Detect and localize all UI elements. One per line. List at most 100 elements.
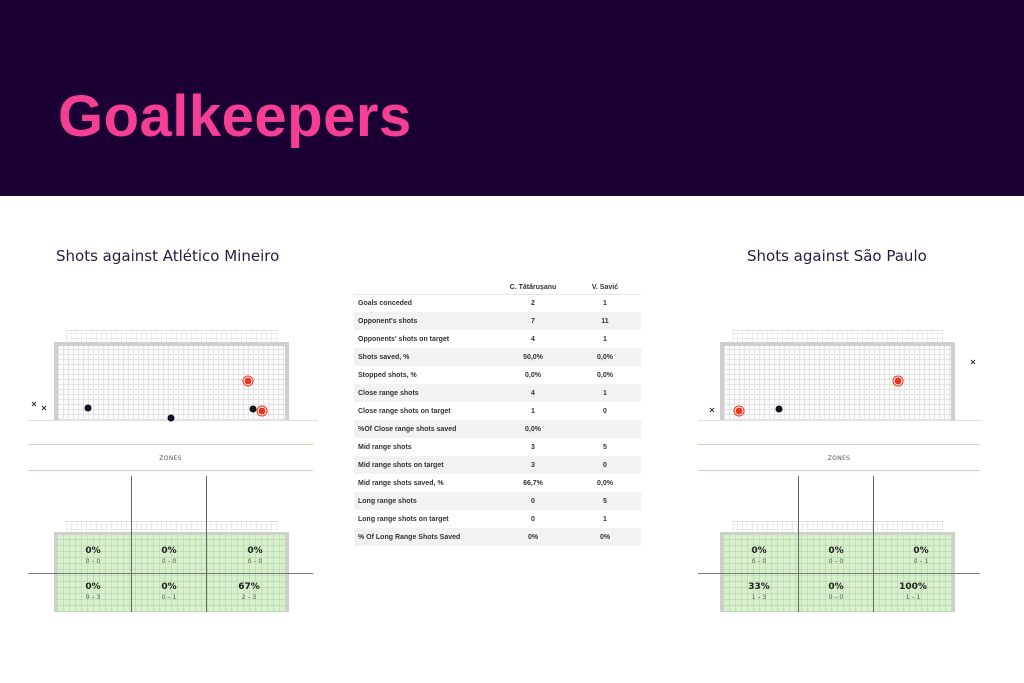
table-row: Goals conceded 2 1 — [354, 294, 641, 312]
zone-fraction: 0 – 0 — [828, 558, 844, 565]
zone-cell: 0% 0 – 1 — [136, 581, 202, 603]
zone-cell: 0% 0 – 0 — [803, 545, 869, 567]
zone-cell: 0% 0 – 0 — [726, 545, 792, 567]
stat-value: 1 — [531, 407, 535, 415]
left-panel-title: Shots against Atlético Mineiro — [56, 247, 280, 265]
zones-divider-bottom — [698, 470, 980, 471]
stat-value: 11 — [569, 312, 641, 330]
goal-ball-icon — [257, 406, 267, 416]
stat-value: 1 — [569, 384, 641, 402]
table-row: Stopped shots, % 0,0% 0,0% — [354, 366, 641, 384]
zones-divider-top — [698, 444, 980, 445]
stat-value: 0 — [497, 492, 569, 510]
table-row: Mid range shots saved, % 66,7% 0,0% — [354, 474, 641, 492]
zone-fraction: 1 – 3 — [751, 594, 767, 601]
saved-shot-icon — [249, 405, 257, 413]
zone-percent: 0% — [85, 582, 101, 592]
stat-value: 2 — [531, 299, 535, 307]
zone-divider-h — [28, 573, 313, 574]
saved-shot-icon — [775, 405, 783, 413]
stat-label: Opponents' shots on target — [358, 335, 450, 343]
stat-value: 5 — [603, 443, 607, 451]
zone-fraction: 0 – 1 — [913, 558, 929, 565]
zone-fraction: 0 – 0 — [161, 558, 177, 565]
stat-value: 0 — [569, 456, 641, 474]
zone-percent: 67% — [238, 582, 260, 592]
column-header: V. Savić — [569, 281, 641, 295]
stat-label: Stopped shots, % — [358, 371, 417, 379]
zone-fraction: 0 – 0 — [85, 558, 101, 565]
table-header-row: C. Tătărușanu V. Savić — [354, 281, 641, 295]
zone-cell: 0% 0 – 3 — [60, 581, 126, 603]
page-title: Goalkeepers — [58, 84, 412, 149]
zone-percent: 0% — [751, 546, 767, 556]
stat-label: Long range shots — [354, 492, 497, 510]
table-row: Opponents' shots on target 4 1 — [354, 330, 641, 348]
stat-label: Goals conceded — [358, 299, 413, 307]
zone-cell: 0% 0 – 0 — [803, 581, 869, 603]
stat-value: 3 — [531, 443, 535, 451]
stat-value: 0% — [497, 528, 569, 546]
goalkeeper-stats-table: C. Tătărușanu V. Savić Goals conceded 2 1 O… — [354, 281, 641, 546]
saved-shot-icon — [84, 404, 92, 412]
zone-fraction: 2 – 3 — [241, 594, 257, 601]
saved-shot-icon — [167, 414, 175, 422]
stat-value: 0 — [603, 407, 607, 415]
stat-label: Mid range shots — [358, 443, 412, 451]
stat-value: 0,0% — [525, 371, 541, 379]
goal-net-roof — [66, 330, 278, 344]
goal-ball-icon — [734, 406, 744, 416]
stat-value — [569, 420, 641, 438]
stat-value: 0 — [531, 515, 535, 523]
stat-label: % Of Long Range Shots Saved — [354, 528, 497, 546]
zone-cell: 33% 1 – 3 — [726, 581, 792, 603]
stat-label: Long range shots on target — [358, 515, 449, 523]
table-row: Opponent's shots 7 11 — [354, 312, 641, 330]
zone-cell: 0% 0 – 0 — [136, 545, 202, 567]
table-body: Goals conceded 2 1 Opponent's shots 7 11 Oppon… — [354, 294, 641, 546]
stat-label: Close range shots — [354, 384, 497, 402]
zone-fraction: 0 – 1 — [161, 594, 177, 601]
zone-goal-net-roof — [732, 521, 944, 535]
zone-goal-net-roof — [66, 521, 278, 535]
zone-percent: 0% — [828, 582, 844, 592]
zone-cell: 0% 0 – 0 — [222, 545, 288, 567]
stat-label: Opponent's shots — [354, 312, 497, 330]
missed-shot-x-icon: × — [40, 403, 48, 413]
stat-label: Shots saved, % — [354, 348, 497, 366]
zone-cell: 67% 2 – 3 — [216, 581, 282, 603]
zone-percent: 0% — [161, 582, 177, 592]
zone-divider-v1 — [131, 476, 132, 612]
stat-value: 0,0% — [597, 479, 613, 487]
stat-value: 5 — [569, 492, 641, 510]
stat-value: 4 — [531, 335, 535, 343]
stat-value: 66,7% — [523, 479, 543, 487]
table-row: % Of Long Range Shots Saved 0% 0% — [354, 528, 641, 546]
stat-value: 50,0% — [497, 348, 569, 366]
stat-value: 0,0% — [597, 371, 613, 379]
zone-fraction: 0 – 0 — [828, 594, 844, 601]
stat-value: 3 — [497, 456, 569, 474]
header-banner: Goalkeepers — [0, 0, 1024, 196]
zone-cell: 100% 1 – 1 — [880, 581, 946, 603]
zone-fraction: 0 – 3 — [85, 594, 101, 601]
zone-percent: 0% — [913, 546, 929, 556]
zone-percent: 0% — [247, 546, 263, 556]
stat-label: Mid range shots saved, % — [358, 479, 444, 487]
table-row: %Of Close range shots saved 0,0% — [354, 420, 641, 438]
missed-shot-x-icon: × — [30, 399, 38, 409]
zone-percent: 100% — [899, 582, 927, 592]
stat-value: 1 — [603, 335, 607, 343]
zones-divider-bottom — [28, 470, 313, 471]
stat-value: 4 — [497, 384, 569, 402]
table-row: Long range shots on target 0 1 — [354, 510, 641, 528]
zones-divider-top — [28, 444, 313, 445]
zone-divider-v2 — [873, 476, 874, 612]
column-header: C. Tătărușanu — [497, 281, 569, 295]
zone-divider-v1 — [798, 476, 799, 612]
stat-label: Close range shots on target — [358, 407, 451, 415]
zone-fraction: 1 – 1 — [905, 594, 921, 601]
stat-value: 0,0% — [569, 348, 641, 366]
zone-cell: 0% 0 – 0 — [60, 545, 126, 567]
zone-fraction: 0 – 0 — [247, 558, 263, 565]
